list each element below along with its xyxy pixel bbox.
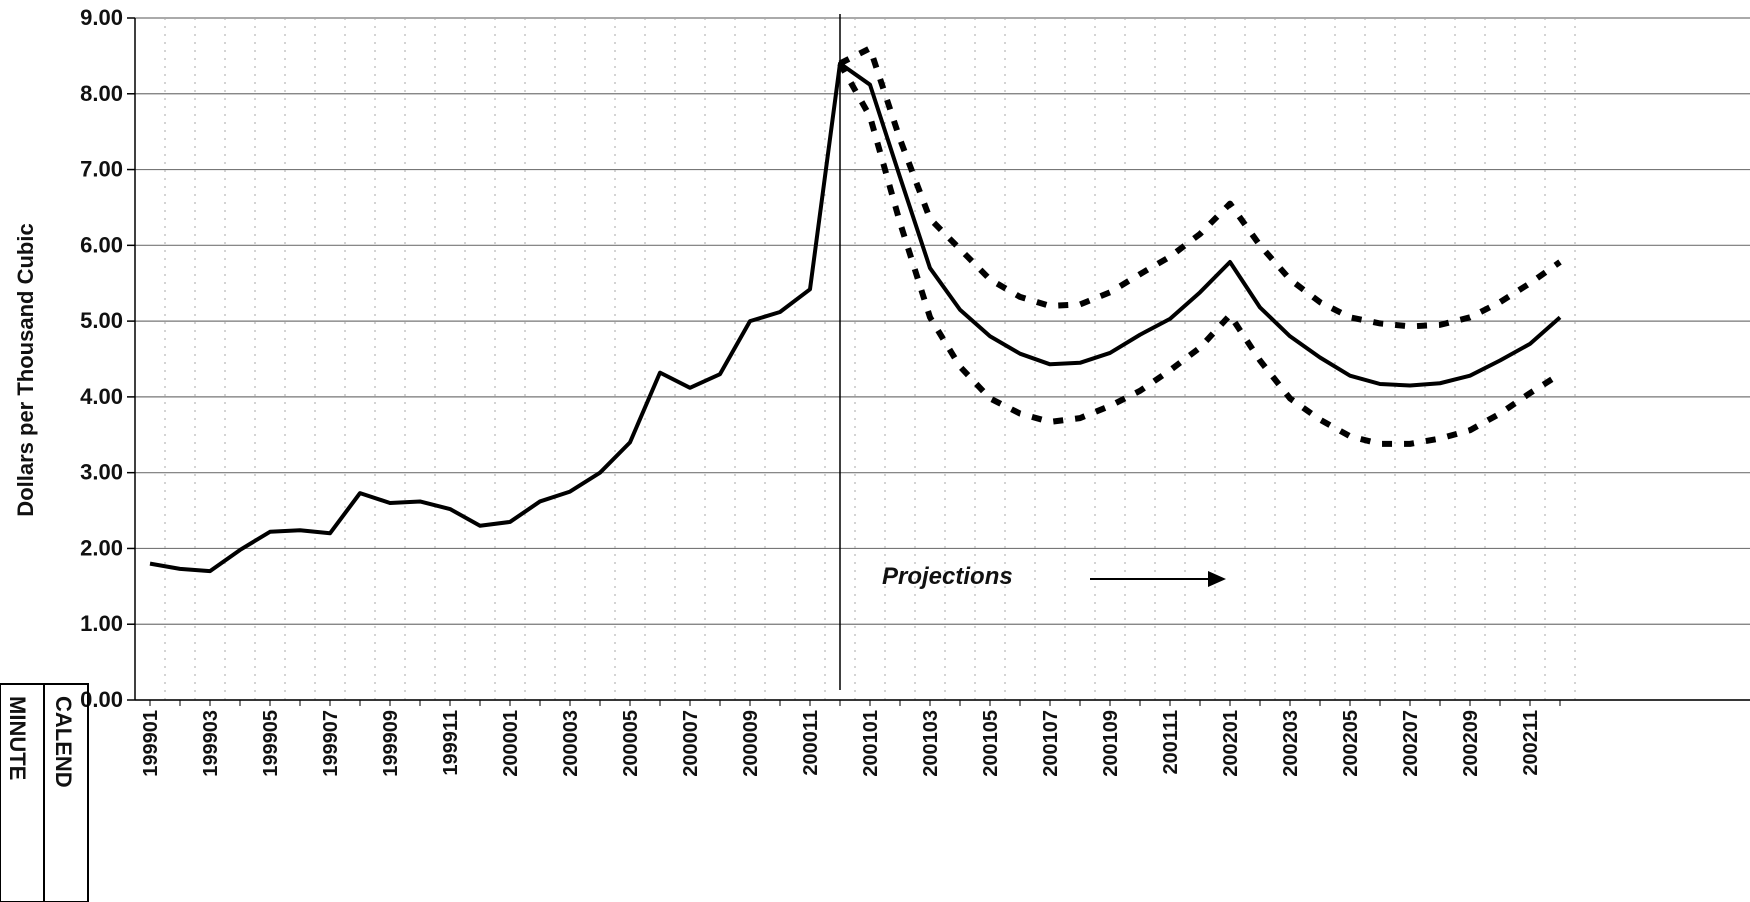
x-tick-label: 200001 — [500, 710, 522, 777]
x-tick-label: 200103 — [920, 710, 942, 777]
x-tick-label: 199901 — [140, 710, 162, 777]
x-tick-label: 199909 — [380, 710, 402, 777]
x-tick-label: 200211 — [1520, 710, 1542, 776]
y-tick-label: 4.00 — [80, 384, 123, 409]
x-tick-label: 200105 — [980, 710, 1002, 777]
x-tick-label: 200007 — [680, 710, 702, 777]
x-tick-label: 200101 — [860, 710, 882, 777]
x-tick-label: 200107 — [1040, 710, 1062, 777]
x-tick-label: 200201 — [1220, 710, 1242, 777]
x-tick-label: 200109 — [1100, 710, 1122, 777]
y-axis-label: Dollars per Thousand Cubic — [13, 223, 38, 516]
projection-bound-line — [837, 61, 1562, 447]
y-tick-label: 5.00 — [80, 308, 123, 333]
y-tick-label: 9.00 — [80, 5, 123, 30]
x-tick-label: 200207 — [1400, 710, 1422, 777]
x-tick-label: 200209 — [1460, 710, 1482, 777]
x-tick-label: 200003 — [560, 710, 582, 777]
price-line — [149, 61, 1562, 574]
x-tick-label: 200203 — [1280, 710, 1302, 777]
x-tick-label: 199905 — [260, 710, 282, 777]
annotation: Projections — [882, 563, 1013, 590]
x-tick-label: 199907 — [320, 710, 342, 777]
x-tick-label: 200111 — [1160, 710, 1182, 775]
x-tick-label: 200205 — [1340, 710, 1362, 777]
projection-bound-line — [838, 45, 1562, 330]
y-tick-label: 6.00 — [80, 232, 123, 257]
y-tick-label: 1.00 — [80, 611, 123, 636]
y-tick-label: 3.00 — [80, 460, 123, 485]
y-tick-label: 8.00 — [80, 81, 123, 106]
x-tick-label: 200011 — [800, 710, 822, 776]
x-tick-label: 200009 — [740, 710, 762, 777]
x-tick-label: 199911 — [440, 710, 462, 776]
y-tick-label: 7.00 — [80, 157, 123, 182]
margin-label: CALEND — [51, 696, 76, 788]
x-tick-label: 199903 — [200, 710, 222, 777]
annotation-arrowhead — [1208, 571, 1226, 587]
y-tick-label: 0.00 — [80, 687, 123, 712]
x-tick-label: 200005 — [620, 710, 642, 777]
y-tick-label: 2.00 — [80, 535, 123, 560]
margin-label: MINUTE — [5, 696, 30, 780]
